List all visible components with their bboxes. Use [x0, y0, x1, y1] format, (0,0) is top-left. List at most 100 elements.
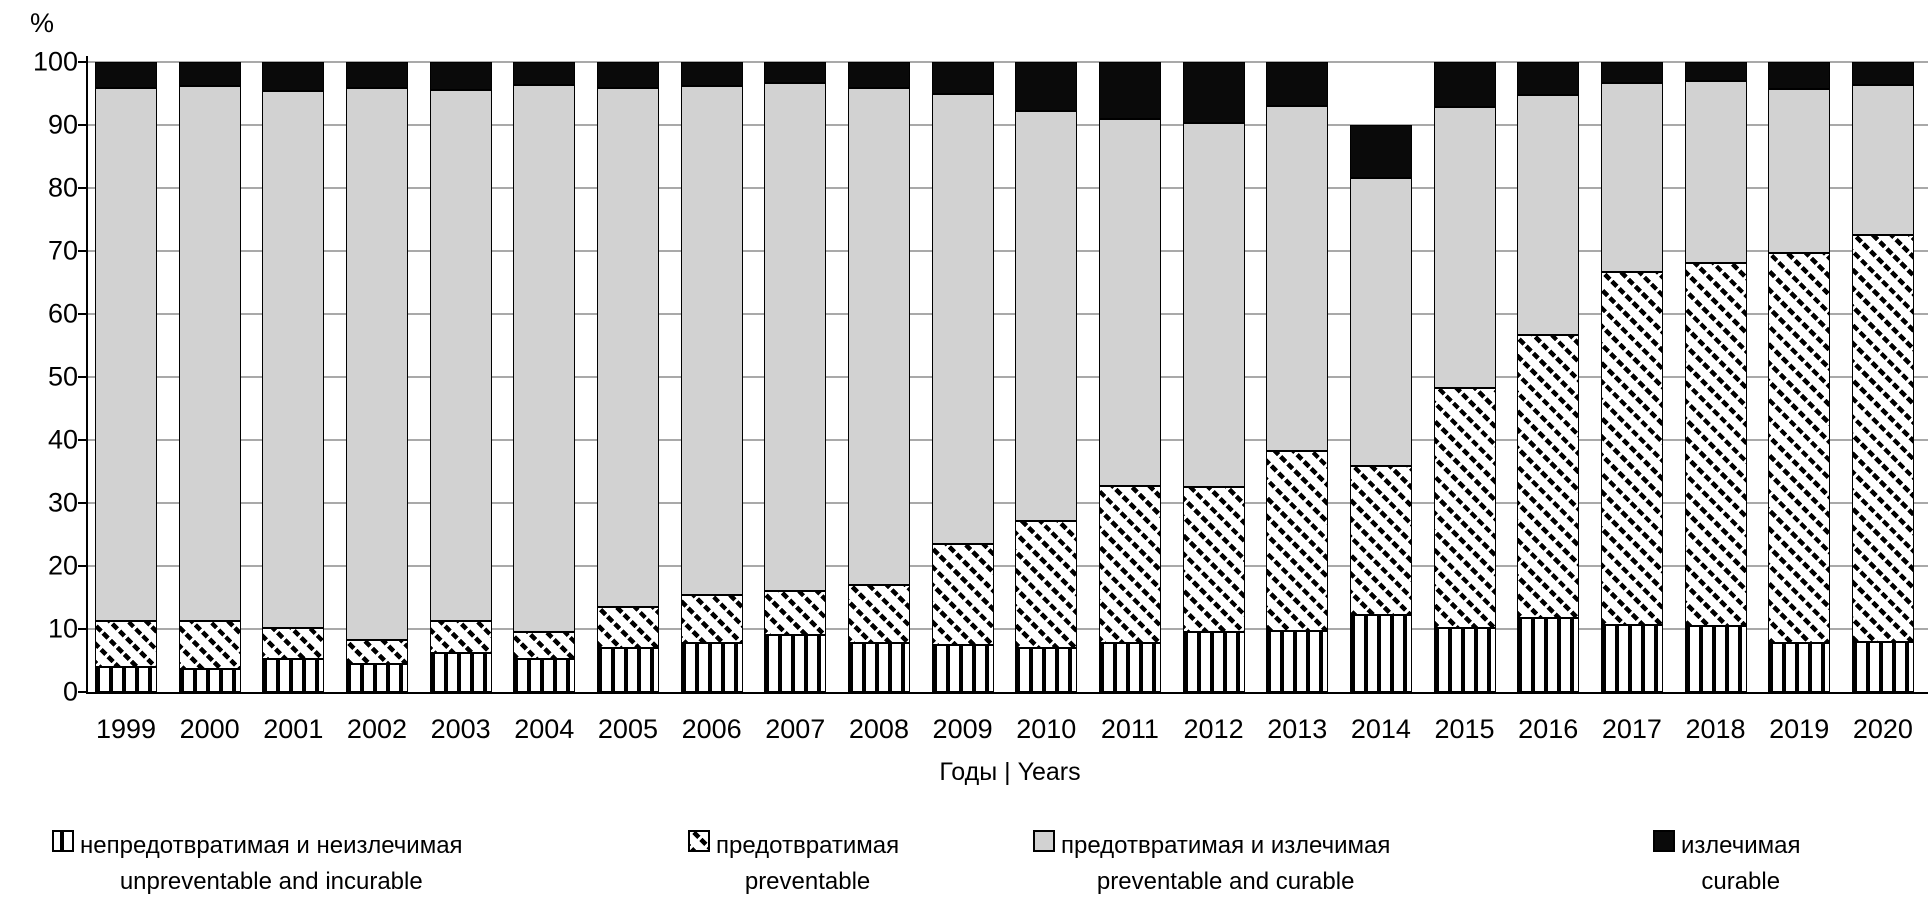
x-axis-title: Годы | Years — [939, 758, 1081, 786]
bar-segment-solid-black-2002 — [345, 62, 408, 89]
bar-segment-diagonal-hatch-2008 — [847, 584, 910, 643]
bar-segment-vertical-stripes-2008 — [847, 642, 910, 692]
bar-2000 — [178, 0, 241, 692]
bar-segment-vertical-stripes-2006 — [680, 642, 743, 692]
x-tick-label-2018: 2018 — [1685, 714, 1746, 744]
bar-segment-vertical-stripes-2011 — [1098, 642, 1161, 692]
y-tick-mark-90 — [78, 124, 88, 126]
y-tick-label-0: 0 — [62, 676, 78, 707]
bar-segment-solid-black-2018 — [1684, 62, 1747, 81]
bar-segment-solid-black-2016 — [1517, 62, 1580, 96]
y-tick-mark-20 — [78, 565, 88, 567]
legend-swatch-vertical-stripes-icon — [52, 830, 74, 852]
y-tick-mark-40 — [78, 439, 88, 441]
bar-segment-vertical-stripes-2005 — [596, 647, 659, 692]
bar-2015 — [1433, 0, 1496, 692]
gridline-10 — [88, 628, 1928, 630]
bar-segment-vertical-stripes-2016 — [1517, 617, 1580, 692]
bar-segment-solid-black-2008 — [847, 62, 910, 89]
y-tick-mark-30 — [78, 502, 88, 504]
bar-segment-vertical-stripes-2001 — [262, 659, 325, 692]
x-tick-label-2003: 2003 — [430, 714, 491, 744]
bar-segment-diagonal-hatch-1999 — [95, 621, 157, 668]
x-tick-label-2014: 2014 — [1350, 714, 1411, 744]
bar-segment-solid-gray-2018 — [1684, 80, 1747, 263]
bar-2012 — [1182, 0, 1245, 692]
y-tick-mark-50 — [78, 376, 88, 378]
bar-segment-diagonal-hatch-2002 — [345, 639, 408, 665]
bar-segment-solid-gray-1999 — [95, 88, 157, 622]
x-tick-label-2012: 2012 — [1183, 714, 1244, 744]
bar-segment-vertical-stripes-2018 — [1684, 625, 1747, 692]
bar-segment-solid-gray-2007 — [764, 82, 827, 591]
bar-segment-diagonal-hatch-2018 — [1684, 262, 1747, 626]
bar-segment-diagonal-hatch-2003 — [429, 620, 492, 653]
x-tick-label-2010: 2010 — [1016, 714, 1077, 744]
bar-segment-diagonal-hatch-2001 — [262, 627, 325, 660]
bar-segment-solid-gray-2013 — [1266, 106, 1329, 451]
bar-segment-solid-black-2013 — [1266, 62, 1329, 107]
x-tick-label-2001: 2001 — [263, 714, 324, 744]
bar-segment-solid-black-2012 — [1182, 62, 1245, 124]
bar-segment-diagonal-hatch-2019 — [1768, 252, 1831, 643]
x-tick-label-2008: 2008 — [848, 714, 909, 744]
legend-label-en: preventable — [744, 868, 871, 895]
x-tick-label-2019: 2019 — [1769, 714, 1830, 744]
legend-label-ru: предотвратимая и излечимая — [1061, 832, 1391, 859]
bar-segment-diagonal-hatch-2000 — [178, 620, 241, 669]
bar-segment-vertical-stripes-2013 — [1266, 630, 1329, 692]
bar-segment-solid-gray-2005 — [596, 88, 659, 607]
bar-segment-diagonal-hatch-2010 — [1015, 520, 1078, 648]
bar-2006 — [680, 0, 743, 692]
bar-2001 — [262, 0, 325, 692]
bar-segment-solid-gray-2017 — [1600, 83, 1663, 273]
bar-2008 — [847, 0, 910, 692]
y-tick-label-70: 70 — [47, 235, 78, 266]
y-tick-label-60: 60 — [47, 298, 78, 329]
bar-segment-solid-black-2004 — [513, 62, 576, 86]
bar-2003 — [429, 0, 492, 692]
bar-segment-solid-black-2020 — [1851, 62, 1914, 85]
legend-item-solid-gray: предотвратимая и излечимая preventable an… — [1033, 828, 1390, 900]
legend-text-solid-gray: предотвратимая и излечимая preventable an… — [1061, 828, 1390, 900]
gridline-60 — [88, 313, 1928, 315]
y-tick-label-80: 80 — [47, 172, 78, 203]
bar-segment-diagonal-hatch-2015 — [1433, 387, 1496, 628]
bar-segment-solid-black-2010 — [1015, 62, 1078, 111]
x-tick-label-2009: 2009 — [932, 714, 993, 744]
x-tick-label-2011: 2011 — [1100, 714, 1159, 744]
y-tick-label-20: 20 — [47, 550, 78, 581]
bar-2017 — [1600, 0, 1663, 692]
legend-item-solid-black: излечимая curable — [1653, 828, 1800, 900]
bar-2007 — [764, 0, 827, 692]
bar-segment-vertical-stripes-2010 — [1015, 647, 1078, 692]
bar-segment-solid-black-2011 — [1098, 62, 1161, 120]
x-tick-label-2016: 2016 — [1518, 714, 1579, 744]
x-tick-label-2007: 2007 — [765, 714, 826, 744]
bar-segment-diagonal-hatch-2016 — [1517, 335, 1580, 618]
bar-segment-diagonal-hatch-2017 — [1600, 272, 1663, 625]
legend-swatch-solid-black-icon — [1653, 830, 1675, 852]
bar-segment-vertical-stripes-2015 — [1433, 627, 1496, 692]
bar-2016 — [1517, 0, 1580, 692]
bar-segment-solid-gray-2011 — [1098, 119, 1161, 486]
legend-item-vertical-stripes: непредотвратимая и неизлечимая unpreventa… — [52, 828, 463, 900]
x-tick-label-2002: 2002 — [346, 714, 408, 744]
x-tick-label-2020: 2020 — [1852, 714, 1913, 744]
bar-segment-diagonal-hatch-2006 — [680, 594, 743, 643]
bar-segment-solid-gray-2019 — [1768, 89, 1831, 253]
legend-label-ru: предотвратимая — [716, 832, 900, 859]
bar-segment-solid-gray-2006 — [680, 85, 743, 595]
bar-segment-solid-black-2014 — [1349, 125, 1412, 178]
bar-segment-vertical-stripes-2019 — [1768, 642, 1831, 692]
bar-segment-solid-gray-2010 — [1015, 110, 1078, 521]
y-tick-label-40: 40 — [47, 424, 78, 455]
legend-label-ru: непредотвратимая и неизлечимая — [80, 832, 463, 859]
legend-text-solid-black: излечимая curable — [1681, 828, 1800, 900]
legend-label-en: preventable and curable — [1096, 868, 1355, 895]
bar-segment-vertical-stripes-2003 — [429, 652, 492, 692]
y-axis-unit-label: % — [30, 8, 55, 38]
y-tick-label-10: 10 — [47, 613, 78, 644]
bar-2010 — [1015, 0, 1078, 692]
